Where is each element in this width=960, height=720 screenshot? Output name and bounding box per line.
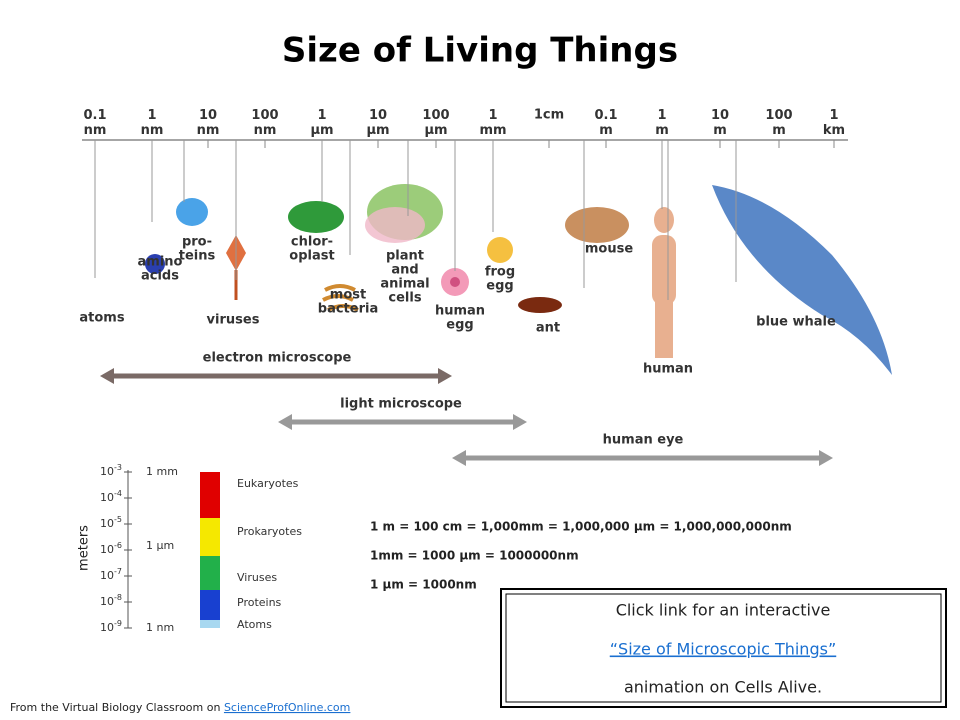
organism-label: acids [141, 269, 179, 284]
group-label: Prokaryotes [237, 525, 302, 538]
link-box-inner [505, 593, 942, 703]
range-label: light microscope [340, 397, 462, 412]
organism-label: chlor- [291, 235, 333, 250]
scale-label: 1 µm [310, 108, 333, 138]
organism-label: plant [386, 249, 424, 264]
organism-label: frog [485, 265, 515, 280]
tick-label: 10-3 [100, 463, 122, 479]
unit-label: 1 mm [146, 465, 178, 478]
range-label: human eye [603, 433, 684, 448]
organism-label: teins [179, 249, 216, 264]
unit-label: 1 nm [146, 621, 174, 634]
tick-label: 10 [100, 491, 114, 504]
tick-label: -5 [114, 515, 122, 524]
tick-label: -4 [114, 489, 122, 498]
group-label: Atoms [237, 618, 272, 631]
link-box [500, 588, 947, 708]
organism-label: pro- [182, 235, 212, 250]
scale-labels: 0.1 nm 1 nm 10 nm 100 nm 1 µm 10 µm 100 µm 1 mm 1cm 0.1 m 1… [83, 108, 845, 148]
link-box-text: Click link for an interactive [616, 601, 831, 620]
scale-label: 1 nm [141, 108, 164, 138]
organism-label: cells [388, 291, 421, 306]
organism-label: human [643, 362, 693, 377]
tick-label: 10 [100, 621, 114, 634]
tick-label: -8 [114, 593, 122, 602]
illustrations [145, 184, 892, 375]
scale-label: 1 mm [479, 108, 506, 138]
organism-label: oplast [289, 249, 334, 264]
organism-label: ant [536, 321, 560, 336]
group-label: Viruses [237, 571, 277, 584]
tick-label: 10-5 [100, 515, 122, 531]
organism-label: and [391, 263, 418, 278]
conversion: 1 m = 100 cm = 1,000mm = 1,000,000 µm = … [370, 520, 792, 534]
group-label: Proteins [237, 596, 282, 609]
organism-label: egg [446, 318, 473, 333]
scale-label: 100 nm [251, 108, 278, 138]
tick-label: 10-9 [100, 619, 122, 635]
size-chart: 10-310-410-510-610-710-810-91 mm1 µm1 nm… [77, 463, 303, 635]
organism-label: mouse [585, 242, 633, 257]
organism-label: egg [486, 279, 513, 294]
tick-label: 10-4 [100, 489, 122, 505]
tick-label: 10-7 [100, 567, 122, 583]
tick-label: 10-6 [100, 541, 122, 557]
title: Size of Living Things [282, 31, 678, 71]
scale-label: 10 µm [366, 108, 389, 138]
organism-label: atoms [79, 311, 124, 326]
footer-text: From the Virtual Biology Classroom on [10, 701, 224, 714]
range-label: electron microscope [203, 351, 352, 366]
conversion: 1 µm = 1000nm [370, 578, 477, 592]
organism-label: blue whale [756, 315, 836, 330]
group-label: Eukaryotes [237, 477, 299, 490]
axis-label: meters [77, 525, 92, 571]
organism-label: animal [380, 277, 429, 292]
tick-label: 10-8 [100, 593, 122, 609]
scale-label: 10 m [711, 108, 729, 138]
tick-label: 10 [100, 595, 114, 608]
organism-label: human [435, 304, 485, 319]
ranges: electron microscope light microscope human… [100, 351, 833, 466]
footer-link[interactable]: ScienceProfOnline.com [224, 701, 350, 714]
conversions: 1 m = 100 cm = 1,000mm = 1,000,000 µm = … [370, 520, 792, 592]
organism-label: amino [138, 255, 183, 270]
scale-label: 0.1 nm [83, 108, 106, 138]
tick-label: -9 [114, 619, 122, 628]
conversion: 1mm = 1000 µm = 1000000nm [370, 549, 579, 563]
tick-label: -6 [114, 541, 122, 550]
tick-label: 10 [100, 569, 114, 582]
organism-label: most [330, 288, 366, 303]
unit-label: 1 µm [146, 539, 174, 552]
tick-label: -3 [114, 463, 122, 472]
tick-label: 10 [100, 517, 114, 530]
tick-label: -7 [114, 567, 122, 576]
organism-label: bacteria [318, 302, 378, 317]
tick-label: 10 [100, 543, 114, 556]
footer-text: From the Virtual Biology Classroom on Sc… [10, 701, 350, 714]
scale-label: 0.1 m [594, 108, 617, 138]
scale-label: 100 µm [422, 108, 449, 138]
tick-label: 10 [100, 465, 114, 478]
organism-label: viruses [207, 313, 260, 328]
link[interactable]: “Size of Microscopic Things” [610, 640, 836, 659]
scale-label: 1 km [823, 108, 845, 138]
scale-label: 100 m [765, 108, 792, 138]
scale-label: 1cm [534, 108, 564, 123]
scale-label: 10 nm [197, 108, 220, 138]
link-box-text: animation on Cells Alive. [624, 678, 822, 697]
